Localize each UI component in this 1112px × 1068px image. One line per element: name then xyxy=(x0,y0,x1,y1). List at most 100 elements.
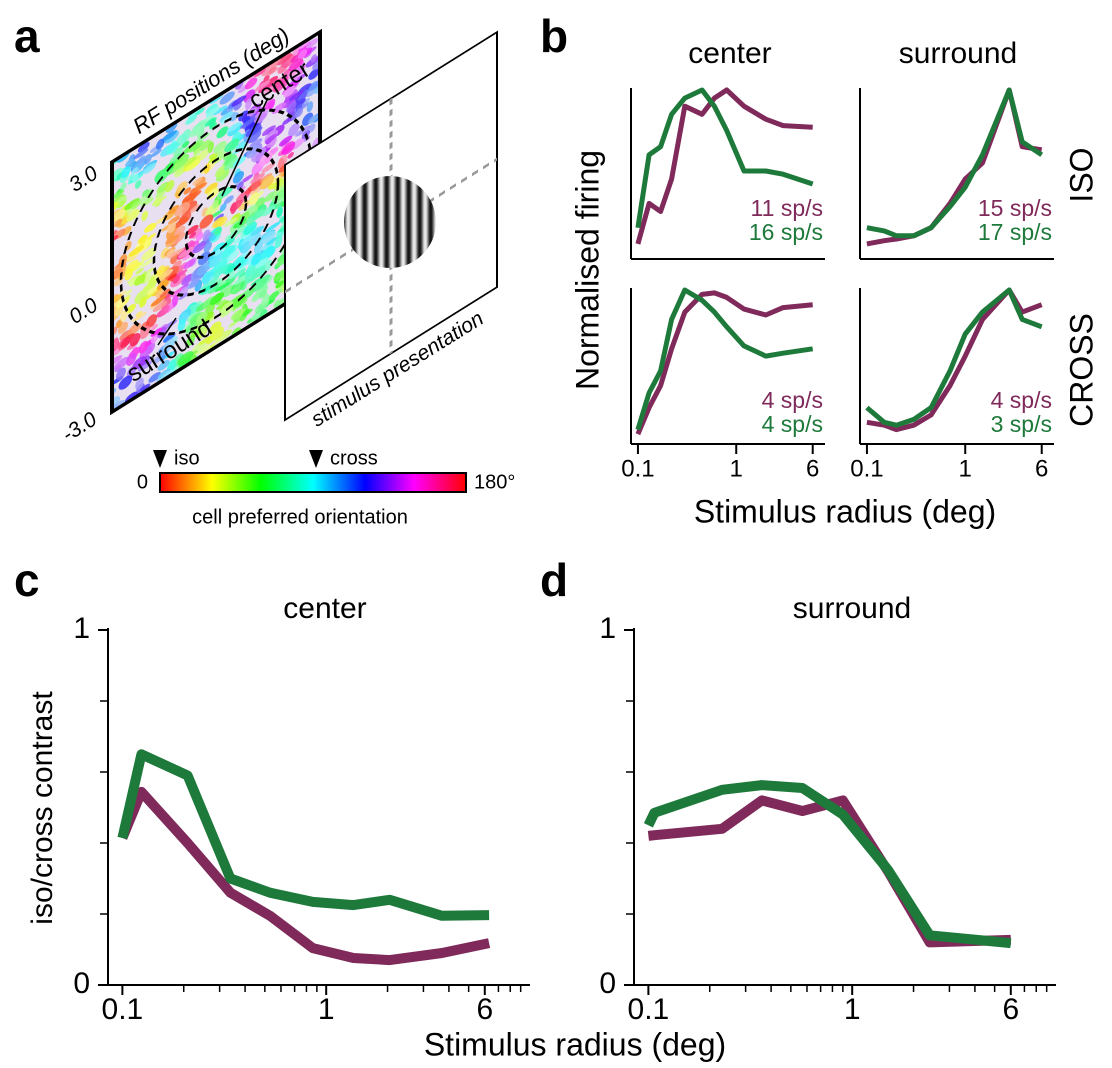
map-patch xyxy=(208,153,216,160)
map-patch xyxy=(224,138,240,153)
line-series xyxy=(865,287,1043,428)
grating-stripe xyxy=(406,176,412,268)
map-patch xyxy=(194,107,205,116)
panel-label: c xyxy=(14,554,40,606)
map-patch xyxy=(112,337,119,350)
map-patch xyxy=(227,264,236,273)
map-patch xyxy=(243,89,256,103)
map-patch xyxy=(309,80,320,91)
map-patch xyxy=(192,241,207,254)
map-patch xyxy=(116,200,126,209)
map-patch xyxy=(132,356,147,370)
y-tick-label: 0 xyxy=(73,967,90,1000)
map-patch xyxy=(168,248,182,259)
map-patch xyxy=(203,163,211,174)
map-patch xyxy=(228,320,238,328)
map-patch xyxy=(215,165,227,178)
line-series xyxy=(117,786,491,966)
map-patch xyxy=(165,234,180,245)
map-patch xyxy=(124,268,134,281)
map-patch xyxy=(230,308,246,320)
map-patch xyxy=(112,167,124,180)
map-patch xyxy=(250,276,264,286)
map-patch xyxy=(263,86,274,96)
marker-label: cross xyxy=(330,447,378,469)
map-patch xyxy=(278,135,293,147)
map-patch xyxy=(251,147,267,163)
map-patch xyxy=(115,367,126,381)
y-axis-label: Normalised firing xyxy=(569,150,605,390)
map-patch xyxy=(195,231,204,242)
panel-label: a xyxy=(14,10,40,62)
map-patch xyxy=(276,53,292,66)
cross-marker xyxy=(309,450,323,468)
map-patch xyxy=(260,230,276,245)
column-title: center xyxy=(688,37,771,70)
map-patch xyxy=(249,138,263,149)
map-patch xyxy=(204,182,218,194)
map-patch xyxy=(233,101,242,111)
map-patch xyxy=(139,296,147,308)
map-patch xyxy=(152,355,162,365)
map-patch xyxy=(212,105,228,116)
x-tick-label: 0.1 xyxy=(850,455,883,482)
rate-label: 4 sp/s xyxy=(762,387,823,413)
map-patch xyxy=(175,246,188,257)
x-tick-label: 1 xyxy=(318,993,335,1026)
map-patch xyxy=(131,311,147,323)
map-patch xyxy=(246,215,257,226)
x-tick-label: 1 xyxy=(844,993,861,1026)
map-patch xyxy=(302,112,314,126)
map-patch xyxy=(178,246,194,259)
map-patch xyxy=(176,181,188,194)
map-patch xyxy=(251,293,261,303)
map-patch xyxy=(236,181,244,191)
map-patch xyxy=(112,355,123,367)
map-patch xyxy=(151,195,167,206)
map-patch xyxy=(286,101,297,113)
line-series xyxy=(647,795,1011,948)
map-patch xyxy=(220,245,236,261)
map-patch xyxy=(144,271,152,284)
map-patch xyxy=(299,89,308,100)
grating-stripe xyxy=(351,176,357,268)
position-label: -3.0 xyxy=(58,408,101,447)
map-patch xyxy=(128,244,145,257)
map-patch xyxy=(151,323,158,331)
map-patch xyxy=(188,232,197,239)
map-patch xyxy=(280,75,289,88)
map-patch xyxy=(254,80,271,92)
map-patch xyxy=(132,173,139,184)
map-patch xyxy=(212,265,227,278)
map-patch xyxy=(250,172,265,184)
map-patch xyxy=(268,290,280,301)
map-patch xyxy=(262,125,276,136)
map-patch xyxy=(190,329,201,339)
map-patch xyxy=(156,181,170,194)
map-patch xyxy=(185,114,197,125)
map-patch xyxy=(162,130,178,141)
map-patch xyxy=(243,221,257,236)
x-tick-label: 6 xyxy=(1035,455,1048,482)
map-patch xyxy=(209,321,222,335)
map-patch xyxy=(126,352,137,366)
map-patch xyxy=(137,155,146,166)
map-patch xyxy=(178,292,189,300)
map-patch xyxy=(182,156,197,167)
map-patch xyxy=(155,217,164,225)
colorbar xyxy=(159,472,467,493)
map-patch xyxy=(248,192,260,206)
map-patch xyxy=(129,333,141,347)
x-tick-label: 6 xyxy=(1002,993,1019,1026)
grating-stripe xyxy=(417,176,423,268)
map-patch xyxy=(213,141,227,154)
chart-title: surround xyxy=(793,592,911,625)
map-patch xyxy=(174,202,191,217)
map-patch xyxy=(232,268,247,279)
colorbar-label: cell preferred orientation xyxy=(192,506,408,528)
map-patch xyxy=(120,166,131,179)
map-patch xyxy=(245,98,253,111)
map-patch xyxy=(207,315,216,323)
map-patch xyxy=(172,217,189,229)
